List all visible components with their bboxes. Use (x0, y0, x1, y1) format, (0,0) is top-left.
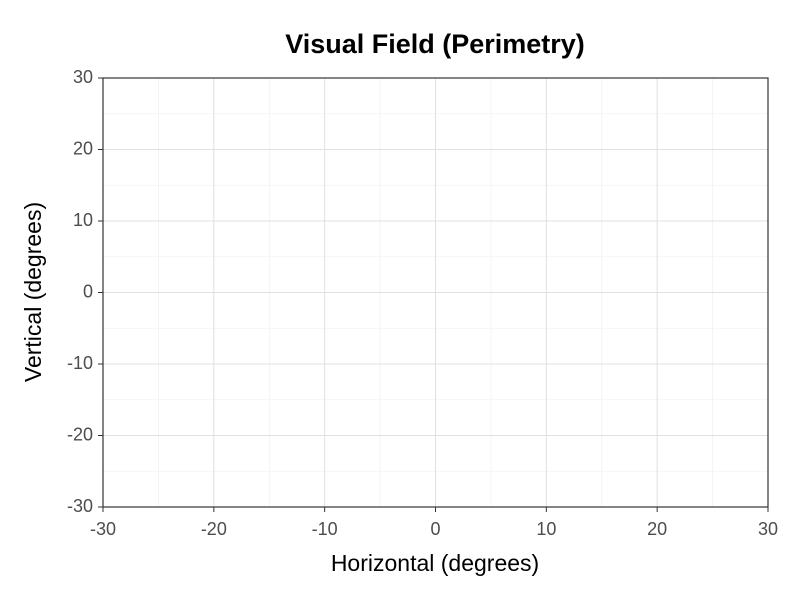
x-tick-label: -10 (312, 519, 338, 539)
y-tick-label: -20 (67, 424, 93, 444)
x-tick-label: 20 (647, 519, 667, 539)
x-tick-label: 10 (536, 519, 556, 539)
x-axis-label: Horizontal (degrees) (331, 550, 539, 576)
plot-border (102, 77, 769, 508)
y-tick-label: -10 (67, 353, 93, 373)
y-tick-label: 10 (73, 210, 93, 230)
y-axis-label: Vertical (degrees) (20, 202, 46, 382)
x-tick-label: 0 (430, 519, 440, 539)
y-tick-label: -30 (67, 496, 93, 516)
x-tick-label: 30 (758, 519, 778, 539)
chart-title: Visual Field (Perimetry) (285, 29, 585, 59)
x-tick-label: -20 (201, 519, 227, 539)
y-tick-label: 30 (73, 67, 93, 87)
x-tick-label: -30 (90, 519, 116, 539)
y-tick-label: 0 (83, 281, 93, 301)
y-tick-label: 20 (73, 138, 93, 158)
